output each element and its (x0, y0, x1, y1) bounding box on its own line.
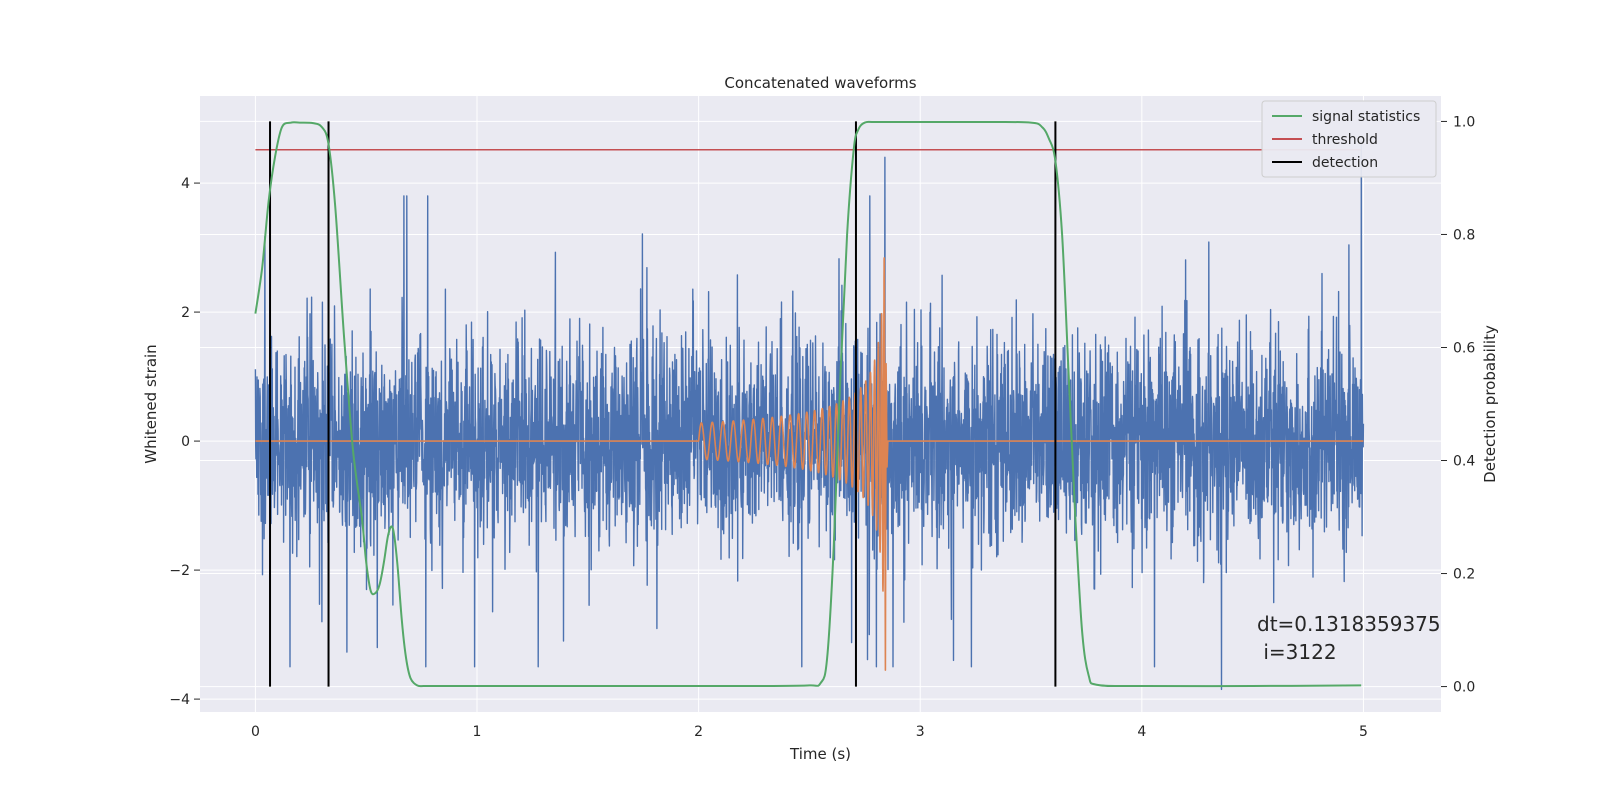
y-axis-label-right: Detection probability (1481, 325, 1499, 483)
y-right-tick-label: 0.2 (1453, 567, 1475, 583)
legend-label-detection: detection (1312, 155, 1378, 171)
waveform-series-line (255, 257, 1364, 671)
signal-statistics-series-line (254, 120, 1362, 688)
y-left-tick-label: 4 (181, 176, 190, 192)
y-left-tick-label: 0 (181, 434, 190, 450)
y-right-tick-label: 0.8 (1453, 227, 1475, 243)
y-left-tick-label: 2 (181, 305, 190, 321)
x-tick-label: 1 (473, 724, 482, 740)
x-tick-label: 5 (1359, 724, 1368, 740)
x-tick-label: 4 (1137, 724, 1146, 740)
y-left-tick-label: −4 (169, 692, 190, 708)
y-left-tick-label: −2 (169, 563, 190, 579)
x-tick-label: 3 (916, 724, 925, 740)
chart-title: Concatenated waveforms (724, 74, 916, 92)
x-axis-label: Time (s) (789, 745, 851, 763)
y-axis-label-left: Whitened strain (142, 344, 160, 463)
x-tick-label: 2 (694, 724, 703, 740)
axes: 0 1 2 3 4 5 −4 −2 0 2 4 0.0 0.2 0.4 0.6 0.8 1.0 (169, 114, 1475, 740)
noise-series-line (254, 143, 1365, 691)
y-right-tick-label: 1.0 (1453, 114, 1475, 130)
legend-frame (1261, 100, 1437, 178)
legend-label-signal-statistics: signal statistics (1312, 109, 1420, 125)
y-right-tick-label: 0.0 (1453, 680, 1475, 696)
y-right-tick-label: 0.4 (1453, 454, 1475, 470)
annotation-dt: dt=0.1318359375 (1257, 612, 1441, 636)
plot-area (254, 120, 1365, 691)
legend-label-threshold: threshold (1312, 132, 1378, 148)
x-tick-label: 0 (251, 724, 260, 740)
annotation-index: i=3122 (1257, 640, 1337, 664)
y-right-tick-label: 0.6 (1453, 340, 1475, 356)
legend: signal statistics threshold detection (1261, 100, 1437, 178)
